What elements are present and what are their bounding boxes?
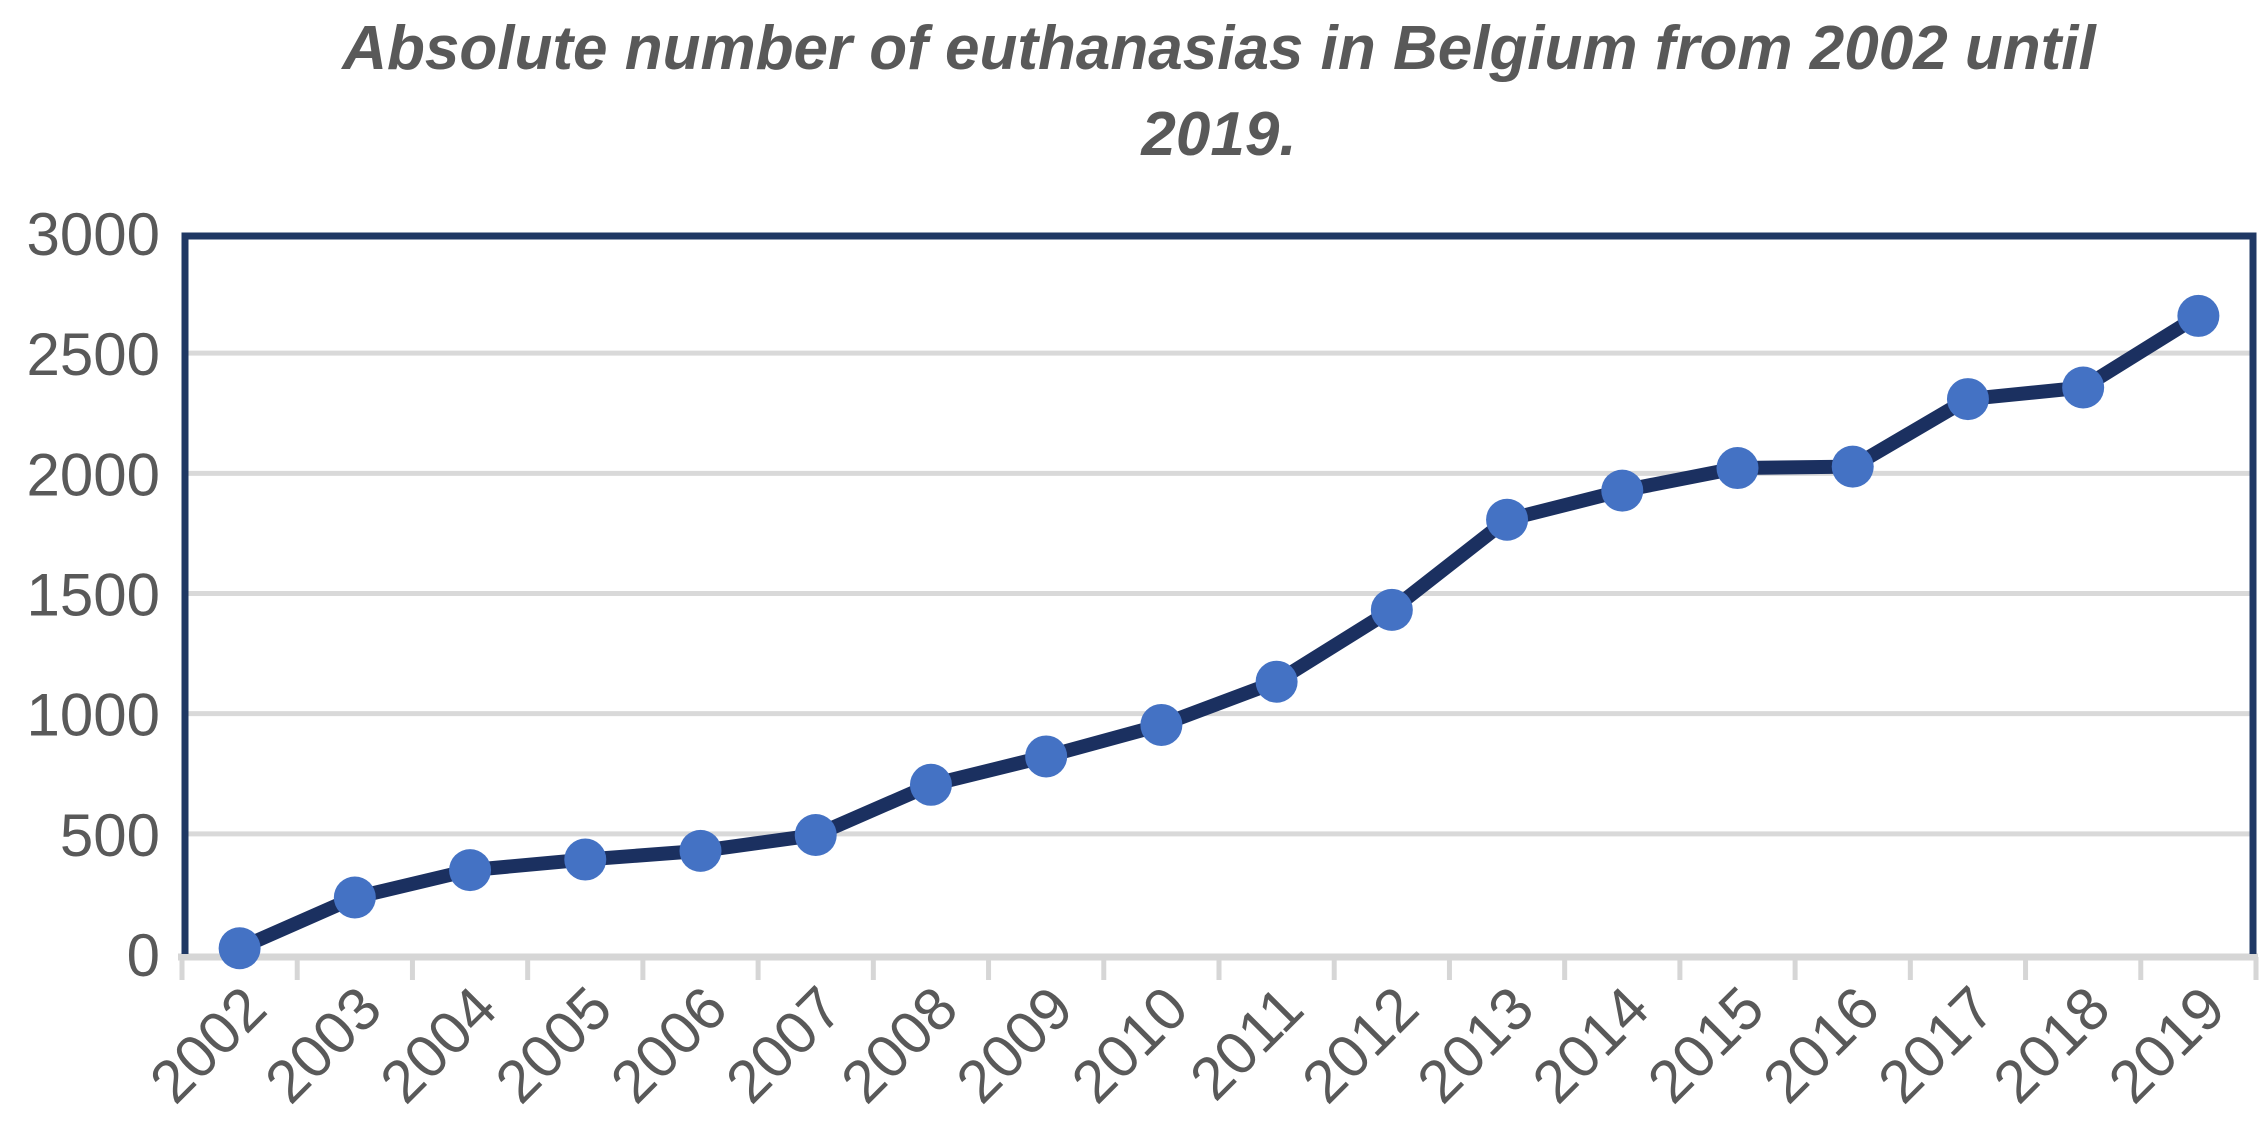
x-tick-label: 2005 — [483, 974, 625, 1116]
x-tick-label: 2004 — [367, 974, 509, 1116]
y-tick-label: 500 — [60, 802, 160, 869]
data-point — [333, 876, 376, 919]
data-point — [449, 849, 492, 892]
data-point — [1486, 498, 1529, 541]
x-tick-label: 2011 — [1177, 974, 1316, 1113]
x-tick-label: 2013 — [1404, 974, 1546, 1116]
y-tick-label: 2000 — [27, 441, 160, 508]
x-tick-label: 2008 — [828, 974, 970, 1116]
chart-title-line-1: Absolute number of euthanasias in Belgiu… — [342, 14, 2096, 83]
data-point — [2062, 366, 2105, 409]
data-point — [1255, 660, 1298, 703]
chart-title: Absolute number of euthanasias in Belgiu… — [182, 6, 2256, 178]
data-point — [564, 838, 607, 881]
data-point — [1140, 703, 1183, 746]
y-tick-label: 1500 — [27, 562, 160, 629]
y-tick-label: 1000 — [27, 682, 160, 749]
chart-title-line-2: 2019. — [1141, 100, 1297, 169]
x-tick-label: 2015 — [1635, 974, 1777, 1116]
x-tick-label: 2010 — [1059, 974, 1201, 1116]
x-tick-label: 2009 — [944, 974, 1086, 1116]
data-point — [909, 763, 952, 806]
x-tick-label: 2014 — [1520, 974, 1662, 1116]
data-point — [794, 814, 837, 857]
data-point — [1716, 447, 1759, 490]
data-point — [1601, 469, 1644, 512]
data-point — [2177, 294, 2220, 337]
data-point — [1025, 735, 1068, 778]
x-tick-label: 2006 — [598, 974, 740, 1116]
x-tick-label: 2016 — [1750, 974, 1892, 1116]
data-point — [1831, 445, 1874, 488]
data-point — [218, 927, 261, 970]
y-tick-label: 3000 — [27, 201, 160, 268]
data-point — [1370, 588, 1413, 631]
y-tick-label: 0 — [127, 922, 160, 989]
x-tick-label: 2002 — [137, 974, 279, 1116]
data-point — [1946, 378, 1989, 421]
x-tick-label: 2017 — [1865, 974, 2007, 1116]
x-tick-label: 2003 — [252, 974, 394, 1116]
y-tick-label: 2500 — [27, 321, 160, 388]
data-point — [679, 829, 722, 872]
plot-border — [181, 232, 2257, 954]
x-tick-label: 2012 — [1289, 974, 1431, 1116]
x-tick-label: 2018 — [1981, 974, 2123, 1116]
x-tick-label: 2007 — [713, 974, 855, 1116]
x-tick-label: 2019 — [2096, 974, 2238, 1116]
